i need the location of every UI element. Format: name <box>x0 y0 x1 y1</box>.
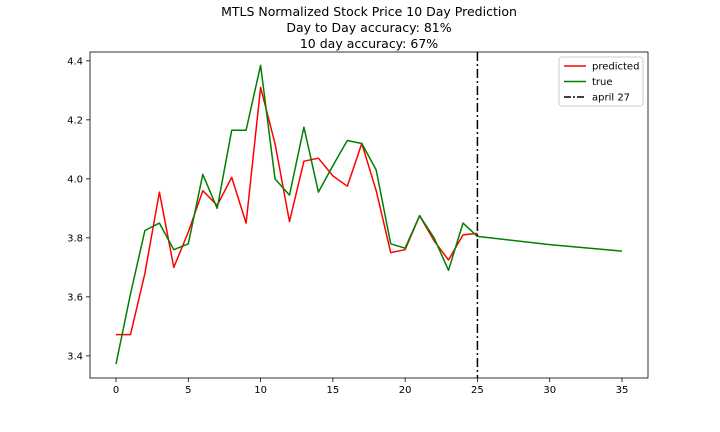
series-line-predicted <box>116 86 478 336</box>
x-tick-label: 25 <box>471 385 484 396</box>
plot-frame <box>89 51 649 379</box>
x-tick-label: 20 <box>399 385 412 396</box>
x-tick-label: 5 <box>185 385 191 396</box>
chart-subtitle-day-accuracy: Day to Day accuracy: 81% <box>286 20 452 35</box>
x-tick-label: 35 <box>616 385 629 396</box>
x-tick-label: 15 <box>326 385 339 396</box>
legend-box <box>558 56 644 107</box>
legend-label-predicted: predicted <box>592 62 639 73</box>
legend-label-april-27: april 27 <box>592 93 630 104</box>
y-tick-label: 4.2 <box>67 115 83 126</box>
x-tick-label: 30 <box>543 385 556 396</box>
y-tick-label: 4.4 <box>67 56 83 67</box>
x-tick-label: 10 <box>254 385 267 396</box>
legend-label-true: true <box>592 77 613 88</box>
y-tick-label: 3.4 <box>67 351 83 362</box>
series-line-true <box>115 64 623 365</box>
y-tick-label: 3.8 <box>67 233 83 244</box>
chart-subtitle-10day-accuracy: 10 day accuracy: 67% <box>299 36 439 51</box>
y-tick-label: 4.0 <box>67 174 83 185</box>
chart-title: MTLS Normalized Stock Price 10 Day Predi… <box>221 4 517 19</box>
y-tick-label: 3.6 <box>67 292 83 303</box>
chart-title-block: MTLS Normalized Stock Price 10 Day Predi… <box>90 4 648 52</box>
x-tick-label: 0 <box>113 385 119 396</box>
